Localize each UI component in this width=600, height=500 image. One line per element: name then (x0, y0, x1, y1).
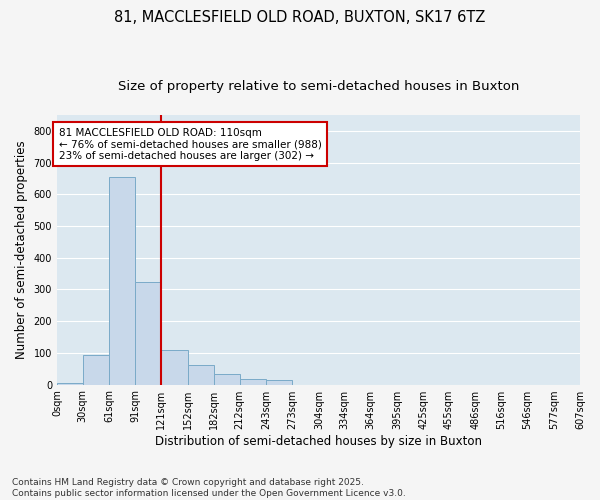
Text: 81, MACCLESFIELD OLD ROAD, BUXTON, SK17 6TZ: 81, MACCLESFIELD OLD ROAD, BUXTON, SK17 … (115, 10, 485, 25)
Y-axis label: Number of semi-detached properties: Number of semi-detached properties (15, 140, 28, 359)
Bar (83, 355, 109, 384)
Bar (188, 364, 214, 384)
Bar (136, 282, 161, 384)
Bar (214, 374, 239, 384)
Bar (161, 350, 188, 384)
Text: 81 MACCLESFIELD OLD ROAD: 110sqm
← 76% of semi-detached houses are smaller (988): 81 MACCLESFIELD OLD ROAD: 110sqm ← 76% o… (59, 128, 322, 161)
Bar (239, 379, 266, 384)
Bar (109, 177, 136, 384)
Title: Size of property relative to semi-detached houses in Buxton: Size of property relative to semi-detach… (118, 80, 519, 93)
X-axis label: Distribution of semi-detached houses by size in Buxton: Distribution of semi-detached houses by … (155, 434, 482, 448)
Text: Contains HM Land Registry data © Crown copyright and database right 2025.
Contai: Contains HM Land Registry data © Crown c… (12, 478, 406, 498)
Bar (266, 380, 292, 384)
Bar (57, 383, 83, 384)
